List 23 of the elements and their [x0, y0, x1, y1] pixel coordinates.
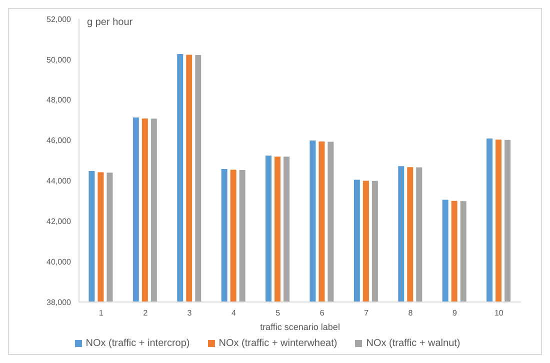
y-tick-label: 42,000 [46, 216, 72, 226]
x-tick-label: 6 [320, 308, 325, 318]
x-tick-label: 1 [98, 308, 104, 318]
y-tick-label: 38,000 [46, 298, 72, 307]
legend-label: NOx (traffic + walnut) [365, 338, 460, 349]
y-tick-label: 48,000 [46, 96, 72, 105]
x-tick-label: 2 [143, 308, 148, 318]
x-axis-title: traffic scenario label [260, 322, 340, 332]
x-tick-label: 10 [494, 308, 504, 318]
x-tick-label: 8 [408, 308, 414, 318]
x-tick-label: 4 [231, 308, 236, 318]
x-tick-label: 9 [452, 308, 458, 318]
x-tick-label: 3 [187, 308, 192, 318]
legend-label: NOx (traffic + winterwheat) [218, 338, 338, 349]
y-tick-label: 50,000 [46, 55, 72, 64]
y-tick-label: 44,000 [46, 176, 72, 186]
y-tick-label: 52,000 [46, 14, 72, 24]
legend-label: NOx (traffic + intercrop) [84, 338, 190, 349]
x-tick-label: 7 [364, 308, 370, 318]
y-tick-label: 46,000 [46, 136, 72, 146]
y-axis-title: g per hour [87, 17, 133, 28]
x-tick-label: 5 [276, 308, 281, 318]
y-tick-label: 40,000 [46, 257, 72, 266]
